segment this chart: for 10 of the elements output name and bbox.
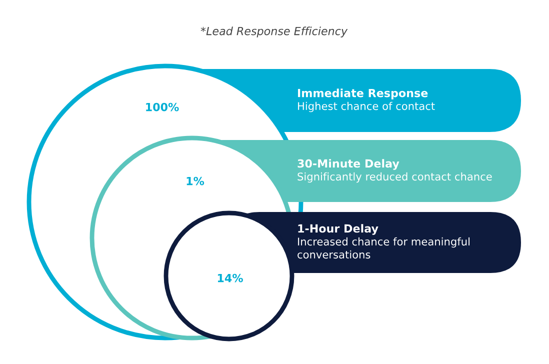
data-label: 14% [218, 274, 243, 282]
data-label: 100% [146, 102, 179, 112]
data-label: 1% [186, 176, 204, 186]
category-label: 30-Minute Delay [298, 159, 400, 170]
text: Highest chance of contact [298, 102, 435, 112]
text: *Lead Response Efficiency [200, 26, 348, 38]
text: Increased chance for meaningful conversations [298, 237, 470, 259]
text: Significantly reduced contact chance [298, 172, 492, 183]
category-label: Immediate Response [298, 88, 428, 100]
category-label: 1-Hour Delay [298, 224, 378, 235]
